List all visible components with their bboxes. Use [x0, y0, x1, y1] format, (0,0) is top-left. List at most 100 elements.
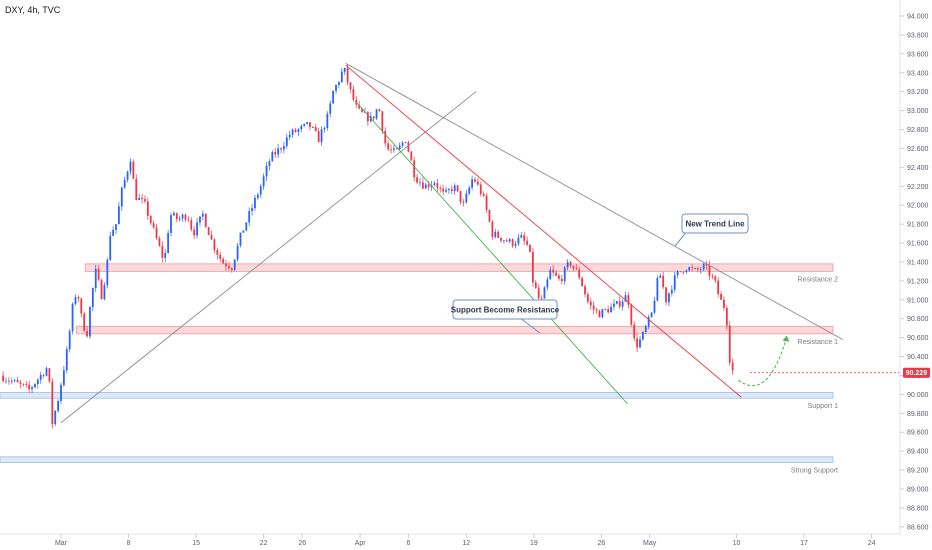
candle-body — [248, 211, 251, 223]
candle-body — [474, 179, 476, 182]
candle-body — [584, 286, 586, 295]
candle-up — [566, 259, 569, 271]
candle-down — [462, 199, 465, 207]
candle-down — [714, 275, 717, 283]
candle-down — [228, 261, 230, 271]
support-become-resistance-box — [452, 299, 558, 320]
y-tick-label: 93.800 — [907, 32, 929, 39]
support-become-resistance-callout[interactable]: Support Become Resistance — [451, 299, 560, 334]
candle-up — [685, 269, 688, 274]
y-tick-label: 92.600 — [907, 146, 929, 153]
candle-down — [155, 223, 158, 240]
candle-down — [230, 267, 233, 273]
candle-up — [615, 300, 618, 305]
candle-body — [213, 239, 216, 250]
candle-body — [123, 179, 126, 188]
candle-body — [610, 306, 612, 313]
green-channel-line[interactable] — [354, 100, 628, 405]
candle-body — [731, 362, 734, 371]
y-tick-label: 93.400 — [907, 70, 929, 77]
candle-up — [647, 314, 650, 330]
candle-body — [36, 379, 39, 385]
new-trend-line[interactable] — [345, 62, 843, 340]
candle-body — [10, 380, 13, 382]
candle-body — [187, 219, 190, 221]
candle-body — [280, 148, 282, 150]
candle-up — [10, 377, 13, 385]
candle-down — [19, 380, 22, 389]
resistance-1-zone — [76, 325, 834, 335]
candle-body — [725, 307, 728, 326]
new-trend-line-callout[interactable]: New Trend Line — [674, 213, 749, 247]
candle-down — [42, 373, 45, 379]
candle-body — [390, 149, 392, 151]
candle-up — [650, 312, 653, 318]
candle-up — [123, 176, 126, 189]
y-tick-label: 93.000 — [907, 108, 929, 115]
y-tick-label: 91.600 — [907, 241, 929, 248]
candle-down — [16, 376, 19, 383]
candle-body — [601, 309, 604, 318]
candle-body — [228, 266, 230, 269]
candle-body — [118, 206, 120, 225]
y-tick-label: 92.800 — [907, 127, 929, 134]
support-1-zone — [0, 392, 834, 399]
candle-body — [230, 268, 233, 270]
candle-body — [728, 325, 731, 363]
candle-up — [126, 170, 129, 183]
candle-body — [25, 384, 28, 386]
candle-down — [682, 271, 685, 275]
candle-body — [546, 279, 549, 288]
forecast-curve[interactable] — [738, 337, 788, 387]
candle-body — [618, 301, 621, 307]
candle-down — [731, 358, 734, 375]
candle-body — [375, 109, 378, 119]
y-tick-label: 93.600 — [907, 51, 929, 58]
candle-up — [170, 212, 172, 237]
candle-body — [607, 309, 610, 313]
candle-down — [691, 263, 694, 272]
candle-up — [201, 210, 204, 221]
candle-body — [222, 258, 225, 264]
y-tick-label: 92.000 — [907, 203, 929, 210]
candle-body — [126, 171, 129, 180]
candle-down — [728, 321, 731, 366]
candle-up — [62, 365, 65, 388]
candle-up — [688, 266, 691, 272]
candle-body — [462, 202, 465, 203]
candle-down — [586, 291, 589, 304]
candle-down — [439, 185, 442, 193]
y-tick-label: 89.800 — [907, 411, 929, 418]
uptrend-line[interactable] — [60, 91, 477, 424]
x-tick-label: 6 — [406, 540, 410, 547]
candle-body — [271, 151, 274, 162]
candle-up — [419, 178, 421, 187]
candle-up — [393, 144, 395, 153]
candle-up — [242, 230, 245, 233]
y-tick-label: 91.400 — [907, 259, 929, 266]
x-tick-label: 24 — [868, 540, 876, 547]
candle-body — [120, 187, 123, 207]
candle-up — [621, 299, 624, 311]
candle-down — [633, 321, 636, 342]
candle-up — [468, 185, 471, 196]
candle-body — [714, 276, 717, 281]
candle-body — [421, 182, 424, 189]
candle-up — [106, 257, 109, 289]
candle-up — [65, 346, 68, 374]
red-downtrend-line[interactable] — [345, 64, 742, 398]
candle-down — [384, 127, 387, 147]
candle-body — [149, 215, 152, 224]
candle-up — [109, 231, 112, 262]
candle-body — [288, 134, 291, 138]
candle-up — [31, 385, 33, 393]
candle-body — [366, 112, 369, 122]
candle-up — [326, 111, 329, 131]
x-axis[interactable]: Mar 8 15 22 26 Apr 6 12 19 26 May 10 17 24 — [55, 534, 876, 547]
candle-body — [57, 400, 60, 411]
candle-down — [708, 260, 711, 281]
candle-body — [89, 306, 91, 337]
candle-up — [445, 186, 447, 193]
candle-up — [277, 143, 280, 159]
